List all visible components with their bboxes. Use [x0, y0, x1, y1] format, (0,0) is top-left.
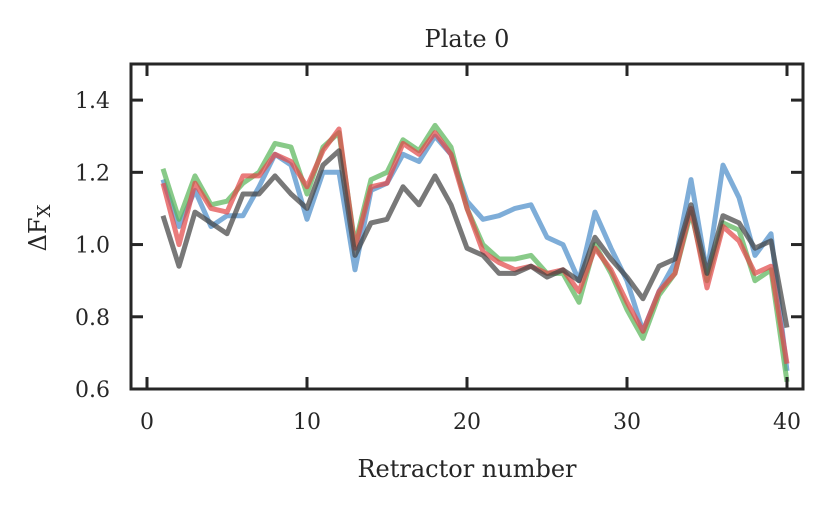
y-tick-label: 1.4 [75, 89, 110, 114]
chart-title: Plate 0 [425, 25, 510, 53]
x-tick-label: 10 [293, 410, 321, 435]
x-tick-label: 0 [140, 410, 154, 435]
x-tick-label: 30 [613, 410, 641, 435]
y-axis-label-subscript: X [34, 204, 55, 217]
y-tick-label: 0.6 [75, 378, 110, 403]
x-tick-label: 40 [773, 410, 801, 435]
x-tick-label: 20 [453, 410, 481, 435]
x-axis: 0 10 20 30 40 [140, 64, 801, 435]
series-line-black [160, 148, 790, 329]
plot-area [129, 62, 805, 391]
series-group [160, 122, 790, 383]
x-axis-label: Retractor number [357, 455, 577, 483]
series-line-red [160, 126, 790, 365]
y-axis: 0.6 0.8 1.0 1.2 1.4 [75, 89, 803, 403]
series-line-blue [160, 133, 790, 372]
y-axis-label-main: ΔF [24, 217, 52, 251]
y-tick-label: 1.0 [75, 234, 110, 259]
y-tick-label: 0.8 [75, 306, 110, 331]
y-axis-label: ΔFX [24, 204, 55, 251]
y-tick-label: 1.2 [75, 161, 110, 186]
